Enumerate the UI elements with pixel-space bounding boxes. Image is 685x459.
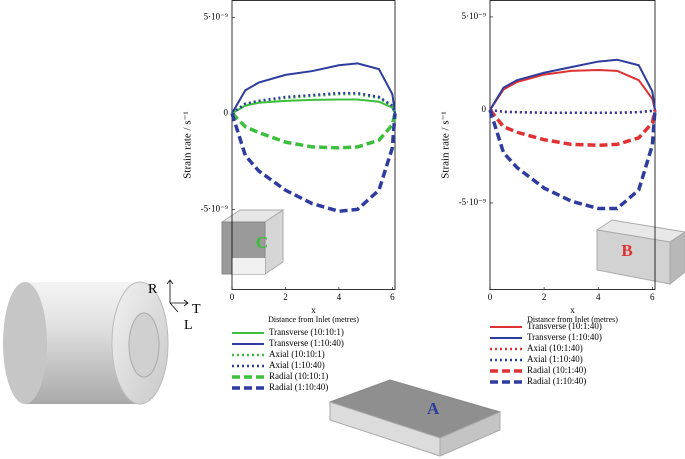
figure: R T L A 5·10⁻⁹0-5·10⁻⁹0246xDistance from… xyxy=(0,0,685,459)
x-tick-label: 2 xyxy=(542,292,547,302)
legend-label: Radial (10:10:1) xyxy=(269,371,328,381)
series-line xyxy=(232,99,395,113)
axis-r-label: R xyxy=(148,282,158,297)
series-line xyxy=(232,113,395,211)
series-line xyxy=(490,110,655,209)
x-axis-subtitle: Distance from Inlet (metres) xyxy=(268,315,359,324)
legend-label: Radial (1:10:40) xyxy=(527,376,586,386)
y-tick-label: 0 xyxy=(482,104,487,114)
x-tick-label: 0 xyxy=(230,292,235,302)
box-a xyxy=(330,380,500,456)
cylinder xyxy=(3,282,168,404)
box-c xyxy=(222,210,283,274)
x-tick-label: 4 xyxy=(596,292,601,302)
y-tick-label: -5·10⁻⁹ xyxy=(459,197,486,207)
x-tick-label: 2 xyxy=(283,292,288,302)
box-b xyxy=(597,220,685,284)
y-axis-label: Strain rate / s⁻¹ xyxy=(182,111,194,178)
y-tick-label: 5·10⁻⁹ xyxy=(204,11,228,21)
x-tick-label: 6 xyxy=(650,292,655,302)
x-axis-label: x xyxy=(570,305,575,315)
legend-label: Axial (1:10:40) xyxy=(527,354,583,364)
legend-label: Radial (1:10:40) xyxy=(269,382,328,392)
x-tick-label: 0 xyxy=(488,292,493,302)
shape-label: B xyxy=(621,241,632,260)
x-axis-label: x xyxy=(311,305,316,315)
shape-label: C xyxy=(256,233,268,252)
y-tick-label: 5·10⁻⁹ xyxy=(462,11,486,21)
series-line xyxy=(490,110,655,145)
axis-t-label: T xyxy=(192,302,201,317)
series-line xyxy=(232,63,395,113)
x-tick-label: 6 xyxy=(390,292,395,302)
legend-label: Axial (10:1:40) xyxy=(527,343,583,353)
legend-label: Axial (1:10:40) xyxy=(269,360,325,370)
series-line xyxy=(490,70,655,110)
box-a-label: A xyxy=(427,399,440,418)
axes-icon xyxy=(167,280,188,312)
y-tick-label: -5·10⁻⁹ xyxy=(201,203,228,213)
y-tick-label: 0 xyxy=(224,107,229,117)
legend-label: Radial (10:1:40) xyxy=(527,365,586,375)
series-line xyxy=(490,110,655,113)
legend-label: Transverse (10:10:1) xyxy=(269,327,344,337)
y-axis-label: Strain rate / s⁻¹ xyxy=(440,111,452,178)
legend-label: Transverse (1:10:40) xyxy=(269,338,344,348)
series-line xyxy=(232,113,395,148)
axis-l-label: L xyxy=(184,318,193,333)
legend-label: Axial (10:10:1) xyxy=(269,349,325,359)
legend-label: Transverse (1:10:40) xyxy=(527,332,602,342)
series-line xyxy=(490,60,655,110)
legend-label: Transverse (10:1:40) xyxy=(527,321,602,331)
x-tick-label: 4 xyxy=(337,292,342,302)
page: {"chart_data": [ {"type": "line", "ylabe… xyxy=(0,0,685,459)
